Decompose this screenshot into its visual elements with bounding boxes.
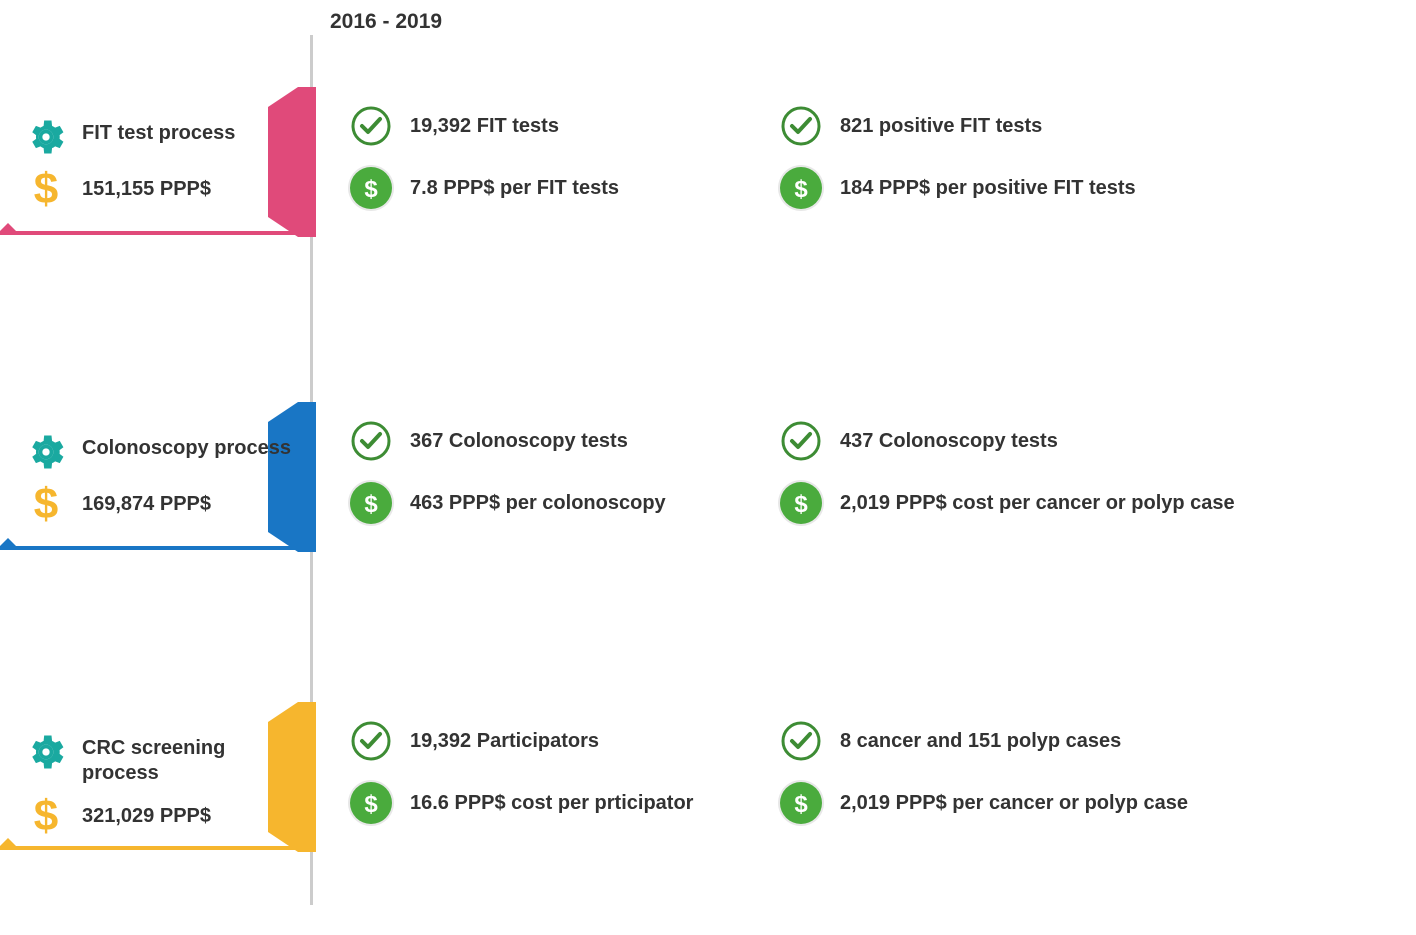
metric-label: 8 cancer and 151 polyp cases (840, 730, 1121, 753)
left-box: Colonoscopy process $ 169,874 PPP$ (24, 430, 304, 526)
check-icon (780, 105, 822, 147)
section-underline (0, 231, 310, 235)
svg-text:$: $ (34, 167, 58, 211)
metric-row: $ 7.8 PPP$ per FIT tests (350, 167, 730, 209)
svg-text:$: $ (34, 482, 58, 526)
svg-text:$: $ (364, 176, 378, 201)
section-cost: 151,155 PPP$ (82, 178, 211, 201)
metric-row: $ 2,019 PPP$ per cancer or polyp case (780, 782, 1188, 824)
section-triangle (0, 223, 18, 233)
dollar-icon: $ (24, 482, 68, 526)
metric-row: $ 184 PPP$ per positive FIT tests (780, 167, 1160, 209)
dollar-circle-icon: $ (350, 167, 392, 209)
metric-label: 437 Colonoscopy tests (840, 430, 1058, 453)
check-icon (350, 720, 392, 762)
metrics-group: 19,392 FIT tests $ 7.8 PPP$ per FIT test… (350, 105, 1160, 209)
metrics-group: 19,392 Participators $ 16.6 PPP$ cost pe… (350, 720, 1188, 824)
section-title: Colonoscopy process (82, 436, 291, 461)
svg-text:$: $ (364, 791, 378, 816)
metric-row: $ 16.6 PPP$ cost per prticipator (350, 782, 730, 824)
metric-row: $ 463 PPP$ per colonoscopy (350, 482, 730, 524)
metric-col: 19,392 Participators $ 16.6 PPP$ cost pe… (350, 720, 730, 824)
metric-row: 437 Colonoscopy tests (780, 420, 1235, 462)
metric-row: 367 Colonoscopy tests (350, 420, 730, 462)
metric-label: 2,019 PPP$ cost per cancer or polyp case (840, 492, 1235, 515)
metric-col: 367 Colonoscopy tests $ 463 PPP$ per col… (350, 420, 730, 524)
metric-label: 7.8 PPP$ per FIT tests (410, 177, 619, 200)
dollar-circle-icon: $ (780, 167, 822, 209)
check-icon (780, 720, 822, 762)
metric-row: 19,392 FIT tests (350, 105, 730, 147)
metric-row: $ 2,019 PPP$ cost per cancer or polyp ca… (780, 482, 1235, 524)
section-underline (0, 546, 310, 550)
metric-row: 19,392 Participators (350, 720, 730, 762)
section-cost: 321,029 PPP$ (82, 805, 211, 828)
check-icon (780, 420, 822, 462)
section-cost: 169,874 PPP$ (82, 493, 211, 516)
metric-label: 16.6 PPP$ cost per prticipator (410, 792, 693, 815)
section-title: FIT test process (82, 121, 235, 146)
metric-label: 19,392 FIT tests (410, 115, 559, 138)
dollar-circle-icon: $ (780, 782, 822, 824)
section-underline (0, 846, 310, 850)
metric-label: 821 positive FIT tests (840, 115, 1042, 138)
check-icon (350, 420, 392, 462)
metrics-group: 367 Colonoscopy tests $ 463 PPP$ per col… (350, 420, 1235, 524)
period-label: 2016 - 2019 (330, 10, 442, 34)
dollar-icon: $ (24, 794, 68, 838)
check-icon (350, 105, 392, 147)
metric-label: 2,019 PPP$ per cancer or polyp case (840, 792, 1188, 815)
section-title: CRC screening process (82, 736, 304, 786)
section-triangle (0, 838, 18, 848)
metric-label: 463 PPP$ per colonoscopy (410, 492, 666, 515)
left-box: FIT test process $ 151,155 PPP$ (24, 115, 304, 211)
gear-icon (24, 115, 68, 159)
left-box: CRC screening process $ 321,029 PPP$ (24, 730, 304, 838)
metric-label: 19,392 Participators (410, 730, 599, 753)
metric-col: 821 positive FIT tests $ 184 PPP$ per po… (780, 105, 1160, 209)
metric-label: 184 PPP$ per positive FIT tests (840, 177, 1136, 200)
svg-text:$: $ (794, 791, 808, 816)
svg-text:$: $ (794, 176, 808, 201)
metric-col: 19,392 FIT tests $ 7.8 PPP$ per FIT test… (350, 105, 730, 209)
metric-col: 8 cancer and 151 polyp cases $ 2,019 PPP… (780, 720, 1188, 824)
svg-text:$: $ (794, 491, 808, 516)
metric-label: 367 Colonoscopy tests (410, 430, 628, 453)
section-triangle (0, 538, 18, 548)
svg-text:$: $ (34, 794, 58, 838)
dollar-icon: $ (24, 167, 68, 211)
dollar-circle-icon: $ (350, 482, 392, 524)
dollar-circle-icon: $ (780, 482, 822, 524)
gear-icon (24, 430, 68, 474)
metric-col: 437 Colonoscopy tests $ 2,019 PPP$ cost … (780, 420, 1235, 524)
metric-row: 8 cancer and 151 polyp cases (780, 720, 1188, 762)
gear-icon (24, 730, 68, 774)
metric-row: 821 positive FIT tests (780, 105, 1160, 147)
dollar-circle-icon: $ (350, 782, 392, 824)
svg-text:$: $ (364, 491, 378, 516)
